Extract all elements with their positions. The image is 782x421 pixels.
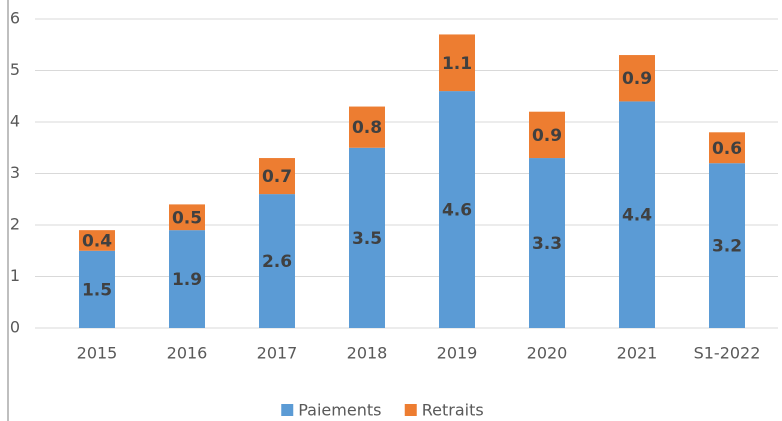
- data-label: 0.4: [82, 231, 112, 251]
- bar-segment: [79, 250, 115, 328]
- bar-segment: [349, 147, 385, 328]
- data-label: 4.4: [622, 206, 652, 226]
- bar-segment: [259, 194, 295, 328]
- bar-segment: [79, 230, 115, 251]
- x-tick-label: 2018: [347, 344, 388, 363]
- data-label: 0.9: [532, 126, 562, 146]
- x-tick-label: S1-2022: [694, 344, 761, 363]
- data-label: 1.9: [172, 270, 202, 290]
- bar-segment: [259, 158, 295, 195]
- data-label: 0.6: [712, 139, 742, 159]
- data-label: 0.7: [262, 167, 292, 187]
- legend-swatch: [281, 404, 294, 416]
- legend-label: Paiements: [298, 401, 381, 420]
- x-tick-label: 2021: [617, 344, 658, 363]
- data-label: 1.5: [82, 280, 112, 300]
- bar-segment: [439, 91, 475, 328]
- bar-segment: [169, 204, 205, 231]
- data-label: 3.3: [532, 234, 562, 254]
- y-tick-label: 2: [10, 215, 20, 234]
- y-tick-label: 1: [10, 266, 20, 285]
- bar-segment: [709, 163, 745, 328]
- data-label: 0.8: [352, 118, 382, 138]
- data-label: 3.5: [352, 229, 382, 249]
- x-tick-label: 2019: [437, 344, 478, 363]
- legend-label: Retraits: [422, 401, 484, 420]
- bar-segment: [619, 55, 655, 102]
- x-tick-label: 2016: [167, 344, 208, 363]
- x-tick-label: 2015: [77, 344, 118, 363]
- data-label: 4.6: [442, 201, 472, 221]
- y-tick-label: 3: [10, 163, 20, 182]
- bar-segment: [709, 132, 745, 164]
- data-label: 0.9: [622, 69, 652, 89]
- y-tick-label: 6: [10, 9, 20, 28]
- bar-segment: [529, 111, 565, 159]
- bar-segment: [439, 34, 475, 92]
- legend-swatch: [404, 404, 417, 416]
- y-tick-label: 0: [10, 318, 20, 337]
- x-tick-label: 2020: [527, 344, 568, 363]
- bar-segment: [169, 230, 205, 328]
- data-label: 2.6: [262, 252, 292, 272]
- bar-segment: [349, 106, 385, 148]
- data-label: 3.2: [712, 237, 742, 257]
- bar-segment: [529, 158, 565, 328]
- y-tick-label: 4: [10, 112, 20, 131]
- y-tick-label: 5: [10, 60, 20, 79]
- bar-segment: [619, 101, 655, 329]
- data-label: 0.5: [172, 208, 202, 228]
- data-label: 1.1: [442, 54, 472, 74]
- x-tick-label: 2017: [257, 344, 298, 363]
